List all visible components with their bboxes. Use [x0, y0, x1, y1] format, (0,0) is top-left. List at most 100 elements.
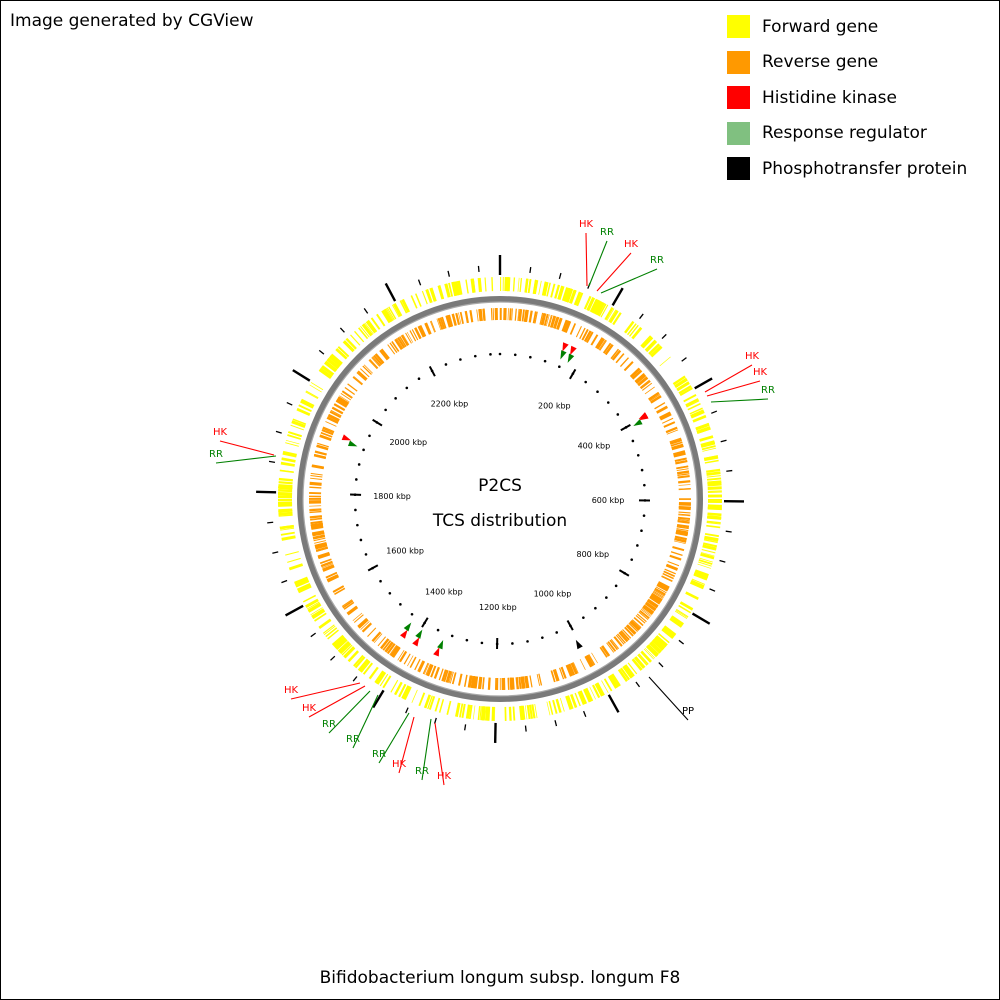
reverse-gene-mark [371, 631, 381, 642]
reverse-gene-mark [556, 317, 562, 330]
forward-gene-mark [651, 639, 665, 651]
forward-gene-mark [591, 684, 601, 699]
forward-gene-mark [664, 625, 677, 636]
forward-gene-mark [612, 673, 621, 686]
forward-gene-track [277, 276, 723, 721]
forward-gene-mark [479, 706, 482, 721]
forward-gene-mark [335, 638, 348, 651]
forward-gene-mark [672, 375, 686, 386]
forward-gene-mark [347, 650, 360, 663]
reverse-gene-mark [676, 526, 689, 530]
leader-line-hk [706, 380, 761, 397]
reverse-gene-mark [361, 622, 372, 632]
forward-gene-mark [620, 667, 631, 681]
forward-gene-mark [354, 330, 365, 343]
tcs-marker-hk [412, 637, 420, 647]
reverse-gene-mark [314, 450, 327, 456]
scale-dot [640, 468, 644, 472]
reverse-gene-mark [437, 317, 444, 330]
forward-gene-mark [570, 693, 578, 709]
forward-gene-mark [574, 692, 581, 707]
outer-tick [292, 369, 311, 382]
reverse-gene-mark [310, 522, 323, 527]
reverse-gene-mark [438, 668, 444, 681]
reverse-gene-mark [451, 313, 457, 326]
reverse-gene-mark [314, 454, 327, 459]
forward-gene-mark [386, 307, 395, 321]
reverse-gene-mark [389, 644, 397, 656]
reverse-gene-mark [659, 413, 672, 421]
center-title: P2CS [478, 476, 522, 496]
forward-gene-mark [318, 618, 332, 629]
outer-tick [709, 588, 716, 592]
forward-gene-mark [512, 277, 516, 292]
scale-label: 2000 kbp [389, 438, 427, 447]
leader-line-rr [378, 712, 410, 764]
reverse-gene-mark [634, 373, 645, 382]
scale-dot [529, 355, 532, 359]
forward-gene-mark [656, 635, 668, 646]
scale-dot [640, 529, 643, 533]
forward-gene-mark [310, 607, 323, 616]
reverse-gene-mark [396, 338, 404, 349]
reverse-gene-mark [678, 488, 691, 491]
reverse-gene-mark [662, 417, 674, 424]
forward-gene-mark [566, 695, 572, 710]
outer-tick [524, 725, 527, 732]
forward-gene-mark [591, 299, 600, 314]
reverse-gene-mark [441, 669, 448, 682]
forward-gene-mark [314, 612, 327, 622]
forward-gene-mark [281, 535, 296, 540]
forward-gene-mark [401, 685, 410, 700]
reverse-gene-mark [676, 465, 689, 469]
forward-gene-mark [674, 610, 688, 620]
reverse-gene-mark [672, 545, 685, 552]
reverse-gene-mark [344, 386, 356, 396]
reverse-gene-mark [313, 537, 326, 542]
forward-gene-mark [477, 705, 481, 721]
forward-gene-mark [694, 570, 709, 579]
reverse-gene-mark [652, 591, 664, 599]
reverse-gene-mark [659, 412, 671, 419]
reverse-gene-mark [482, 677, 485, 690]
forward-gene-mark [480, 706, 485, 721]
forward-gene-mark [374, 670, 385, 684]
reverse-gene-mark [674, 538, 687, 543]
scale-major-tick [421, 617, 429, 628]
forward-gene-mark [555, 698, 562, 713]
reverse-gene-mark [639, 379, 650, 389]
forward-gene-mark [706, 468, 721, 473]
scale-major-tick [620, 423, 631, 432]
reverse-gene-mark [309, 483, 322, 486]
legend-item-forward-gene: Forward gene [727, 9, 967, 45]
forward-gene-mark [685, 398, 699, 407]
forward-gene-mark [278, 484, 293, 487]
forward-gene-mark [584, 296, 592, 310]
forward-gene-mark [627, 662, 638, 675]
legend-item-histidine-kinase: Histidine kinase [727, 80, 967, 116]
reverse-gene-mark [633, 617, 644, 627]
legend-swatch-histidine-kinase [727, 86, 750, 110]
reverse-gene-mark [521, 676, 525, 689]
feature-label-hk: HK [437, 771, 452, 782]
reverse-gene-mark [524, 676, 529, 689]
forward-gene-mark [612, 312, 622, 326]
outer-tick [281, 579, 288, 584]
reverse-gene-mark [611, 349, 622, 361]
reverse-gene-mark [333, 403, 346, 412]
forward-gene-mark [448, 282, 454, 297]
forward-gene-mark [324, 361, 337, 373]
reverse-gene-mark [519, 309, 523, 322]
reverse-gene-mark [321, 562, 333, 568]
feature-label-rr: RR [209, 449, 223, 460]
forward-gene-mark [285, 442, 299, 447]
forward-gene-mark [635, 656, 646, 668]
forward-gene-mark [552, 699, 558, 714]
forward-gene-mark [322, 624, 335, 634]
reverse-gene-mark [468, 675, 473, 688]
scale-dot [473, 354, 477, 358]
reverse-gene-mark [523, 676, 526, 689]
reverse-gene-mark [649, 595, 662, 604]
forward-gene-mark [298, 404, 312, 412]
reverse-gene-mark [317, 551, 330, 558]
